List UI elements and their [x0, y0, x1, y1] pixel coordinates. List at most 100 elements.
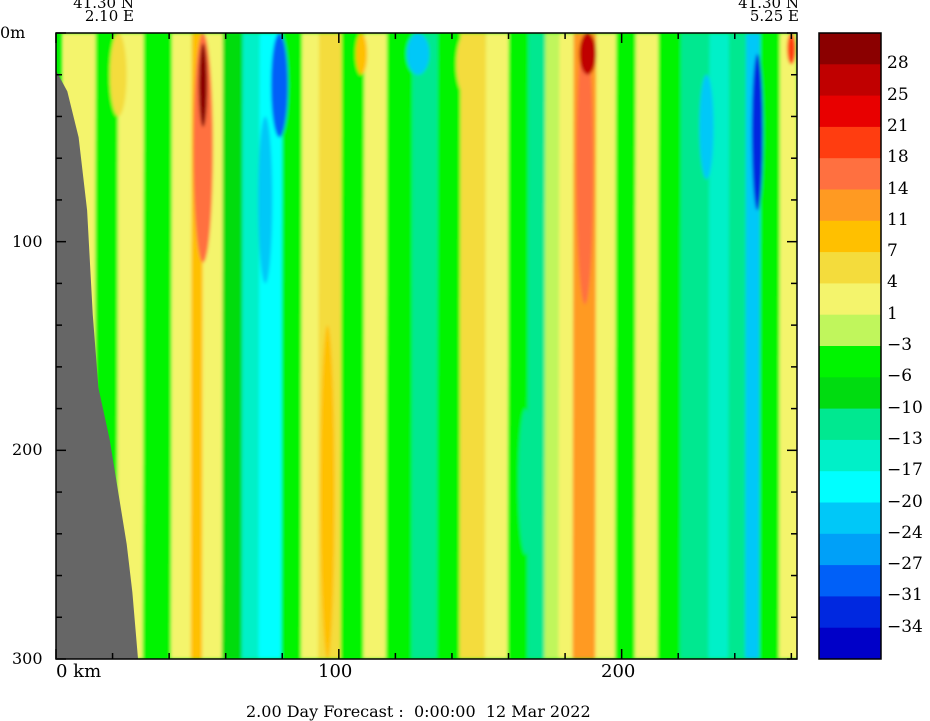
- band-34: [779, 33, 797, 659]
- chart-title: 2.00 Day Forecast : 0:00:00 12 Mar 2022: [246, 702, 591, 721]
- colorbar-label-9: −3: [887, 335, 913, 355]
- colorbar-swatch-4: [819, 158, 881, 190]
- x-tick-label-0: 0 km: [56, 661, 102, 682]
- band-15: [385, 33, 416, 659]
- colorbar-swatch-11: [819, 377, 881, 410]
- colorbar-label-15: −24: [887, 522, 923, 543]
- colorbar-swatch-5: [819, 189, 881, 222]
- band-18: [459, 33, 489, 659]
- y-tick-label-100: 100: [12, 232, 43, 251]
- core-2: [270, 33, 288, 138]
- colorbar-swatch-9: [819, 314, 881, 347]
- core-5: [576, 419, 588, 534]
- colorbar-swatch-8: [819, 283, 881, 316]
- band-3: [142, 33, 175, 659]
- colorbar-label-14: −20: [887, 491, 923, 512]
- colorbar-label-0: 28: [887, 53, 909, 74]
- core-12: [456, 33, 476, 96]
- colorbar: [818, 32, 882, 660]
- band-25: [595, 33, 619, 659]
- band-29: [680, 33, 713, 659]
- right-latitude: 41.30 N: [738, 0, 799, 12]
- band-17: [436, 33, 464, 659]
- band-30: [708, 33, 733, 659]
- x-tick-label-100: 100: [318, 661, 353, 682]
- band-13: [340, 33, 368, 659]
- colorbar-swatch-19: [819, 627, 881, 660]
- core-3: [751, 53, 764, 211]
- colorbar-label-5: 11: [887, 209, 909, 230]
- colorbar-swatch-17: [819, 565, 881, 597]
- left-longitude: 2.10 E: [84, 7, 134, 25]
- colorbar-label-11: −10: [887, 397, 923, 418]
- band-22: [544, 33, 563, 659]
- right-longitude: 5.25 E: [749, 7, 799, 25]
- colorbar-label-1: 25: [887, 84, 909, 105]
- core-4: [576, 33, 594, 305]
- colorbar-swatch-1: [819, 64, 881, 97]
- colorbar-swatch-0: [819, 33, 881, 65]
- core-13: [518, 408, 533, 555]
- band-19: [484, 33, 512, 659]
- y-tick-label-200: 200: [12, 440, 43, 459]
- band-10: [281, 33, 306, 659]
- colorbar-swatch-16: [819, 533, 881, 566]
- band-11: [301, 33, 323, 659]
- band-14: [363, 33, 390, 659]
- x-tick-label-200: 200: [601, 661, 636, 682]
- section-field: [60, 33, 797, 659]
- colorbar-label-12: −13: [887, 428, 923, 449]
- colorbar-swatch-10: [819, 346, 881, 378]
- band-23: [558, 33, 577, 659]
- core-0: [193, 33, 213, 263]
- band-16: [411, 33, 441, 659]
- colorbar-label-10: −6: [887, 366, 913, 387]
- y-tick-label-300: 300: [12, 649, 43, 668]
- core-9: [699, 74, 714, 180]
- core-14: [355, 33, 368, 75]
- colorbar-swatch-7: [819, 252, 881, 284]
- colorbar-swatch-12: [819, 408, 881, 441]
- band-21: [527, 33, 549, 659]
- y-tick-label-0: 0m: [0, 23, 26, 42]
- colorbar-label-6: 7: [887, 241, 898, 262]
- left-coordinate: 41.30 N 2.10 E: [73, 0, 134, 25]
- band-26: [614, 33, 639, 659]
- band-27: [634, 33, 662, 659]
- colorbar-label-16: −27: [887, 554, 923, 575]
- band-28: [657, 33, 685, 659]
- band-4: [170, 33, 195, 659]
- core-6: [579, 33, 597, 75]
- colorbar-swatch-2: [819, 95, 881, 128]
- colorbar-swatch-13: [819, 439, 881, 472]
- core-1: [198, 43, 208, 127]
- plot-frame: [55, 32, 798, 660]
- colorbar-swatch-15: [819, 502, 881, 535]
- core-11: [320, 325, 335, 659]
- colorbar-label-2: 21: [887, 115, 909, 136]
- right-coordinate: 41.30 N 5.25 E: [738, 0, 799, 25]
- seafloor: [56, 70, 139, 659]
- colorbar-label-7: 4: [887, 272, 898, 293]
- band-31: [728, 33, 750, 659]
- band-2: [117, 33, 147, 659]
- colorbar-frame: [818, 32, 882, 660]
- colorbar-label-3: 18: [887, 147, 909, 168]
- band-8: [241, 33, 263, 659]
- core-10: [406, 33, 430, 75]
- left-latitude: 41.30 N: [73, 0, 134, 12]
- plot-area: [56, 33, 797, 659]
- colorbar-label-17: −31: [887, 585, 923, 606]
- band-7: [221, 33, 246, 659]
- core-7: [787, 33, 796, 65]
- colorbar-swatch-14: [819, 471, 881, 503]
- core-8: [258, 116, 273, 284]
- colorbar-label-13: −17: [887, 460, 923, 481]
- band-33: [759, 33, 784, 659]
- axis-ticks: [55, 32, 797, 660]
- colorbar-swatch-3: [819, 126, 881, 159]
- colorbar-swatch-6: [819, 220, 881, 253]
- colorbar-label-18: −34: [887, 616, 923, 637]
- core-15: [109, 33, 127, 117]
